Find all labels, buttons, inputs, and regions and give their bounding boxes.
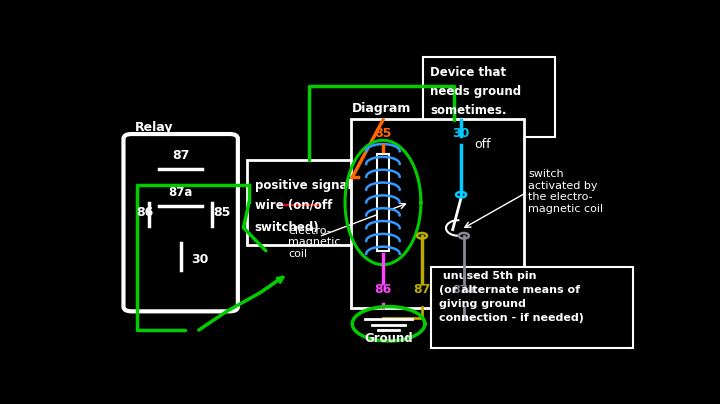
- Text: Diagram: Diagram: [352, 102, 412, 116]
- Text: 87: 87: [413, 283, 431, 296]
- Text: 85: 85: [213, 206, 230, 219]
- Text: 87a: 87a: [168, 186, 193, 199]
- Text: 85: 85: [374, 127, 392, 140]
- FancyBboxPatch shape: [248, 160, 359, 245]
- FancyBboxPatch shape: [431, 267, 633, 348]
- Text: wire (on/off: wire (on/off: [255, 198, 332, 211]
- Text: switch
activated by
the electro-
magnetic coil: switch activated by the electro- magneti…: [528, 169, 603, 214]
- Text: electro-
magnetic
coil: electro- magnetic coil: [288, 226, 341, 259]
- Text: giving ground: giving ground: [438, 299, 526, 309]
- Text: positive signal: positive signal: [255, 179, 351, 192]
- Text: unused 5th pin: unused 5th pin: [438, 271, 536, 281]
- Text: Ground: Ground: [364, 332, 413, 345]
- Text: 87a: 87a: [452, 285, 475, 295]
- Text: (or alternate means of: (or alternate means of: [438, 285, 580, 295]
- FancyBboxPatch shape: [423, 57, 555, 137]
- Text: 30: 30: [452, 127, 469, 140]
- Text: 86: 86: [136, 206, 153, 219]
- Text: Relay: Relay: [135, 121, 173, 134]
- Text: 30: 30: [191, 253, 208, 266]
- Text: off: off: [474, 138, 491, 151]
- Text: 87: 87: [172, 149, 189, 162]
- FancyBboxPatch shape: [351, 119, 524, 307]
- Text: Device that: Device that: [431, 65, 506, 79]
- Bar: [377, 154, 389, 250]
- Text: sometimes.: sometimes.: [431, 105, 507, 118]
- Text: connection - if needed): connection - if needed): [438, 313, 584, 323]
- Text: 86: 86: [374, 283, 392, 296]
- FancyBboxPatch shape: [124, 134, 238, 311]
- Text: switched): switched): [255, 221, 319, 234]
- Text: needs ground: needs ground: [431, 85, 521, 98]
